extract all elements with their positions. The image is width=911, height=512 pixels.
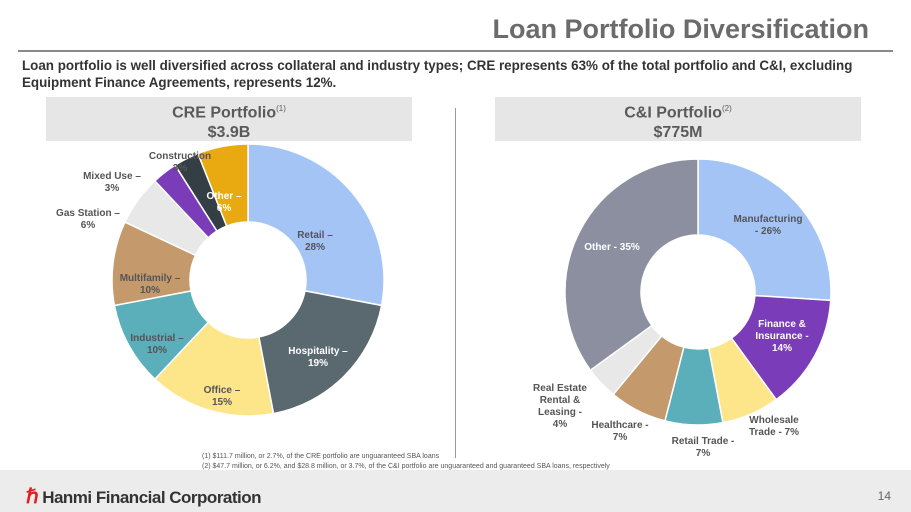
ci-header-title: C&I Portfolio xyxy=(624,104,722,122)
ci-header: C&I Portfolio(2) $775M xyxy=(495,97,861,141)
company-logo: ℏ Hanmi Financial Corporation xyxy=(26,484,262,509)
data-label: Retail Trade -7% xyxy=(671,436,735,459)
data-label: Real Estate Rental & Leasing -4% xyxy=(533,383,587,430)
slice-finance-insurance xyxy=(730,294,832,401)
hanmi-logo-icon: ℏ xyxy=(26,486,39,508)
slice-hospitality xyxy=(257,289,383,415)
ci-header-note: (2) xyxy=(721,104,732,113)
page-number: 14 xyxy=(877,489,891,503)
slice-office xyxy=(153,321,275,417)
title-rule xyxy=(18,50,893,52)
slice-other xyxy=(196,143,249,228)
cre-header: CRE Portfolio(1) $3.9B xyxy=(46,97,412,141)
footnotes: (1) $111.7 million, or 2.7%, of the CRE … xyxy=(202,452,610,472)
footer-bar xyxy=(0,470,911,512)
data-label: Finance & Insurance -14% xyxy=(755,319,809,354)
data-label: Retail –28% xyxy=(297,230,333,253)
ci-header-amount: $775M xyxy=(653,124,703,142)
page-title: Loan Portfolio Diversification xyxy=(492,14,869,44)
slice-retail xyxy=(247,143,385,307)
data-label: Mixed Use –3% xyxy=(83,171,141,194)
data-label: Office –15% xyxy=(203,385,241,408)
data-label: Multifamily –10% xyxy=(119,273,181,296)
data-label: Other - 35% xyxy=(584,242,640,253)
data-label: Hospitality –19% xyxy=(288,346,348,369)
cre-header-title: CRE Portfolio xyxy=(172,104,277,122)
cre-header-note: (1) xyxy=(276,104,286,113)
data-label: Construction 3% xyxy=(148,151,212,174)
footnote-2: (2) $47.7 million, or 6.2%, and $28.8 mi… xyxy=(202,463,610,470)
data-label: Manufacturing - 26% xyxy=(733,214,803,237)
data-label: Healthcare -7% xyxy=(591,420,649,443)
slice-manufacturing xyxy=(697,158,832,302)
data-label: Gas Station –6% xyxy=(56,208,120,231)
divider xyxy=(455,108,456,458)
cre-header-amount: $3.9B xyxy=(207,124,251,142)
data-label: Industrial –10% xyxy=(130,333,184,356)
data-label: Other –6% xyxy=(206,191,242,214)
slice-other xyxy=(564,158,699,372)
logo-text: Hanmi Financial Corporation xyxy=(42,488,262,507)
subtitle: Loan portfolio is well diversified acros… xyxy=(22,58,853,90)
data-label: Wholesale Trade - 7% xyxy=(748,415,800,438)
footnote-1: (1) $111.7 million, or 2.7%, of the CRE … xyxy=(202,453,440,460)
